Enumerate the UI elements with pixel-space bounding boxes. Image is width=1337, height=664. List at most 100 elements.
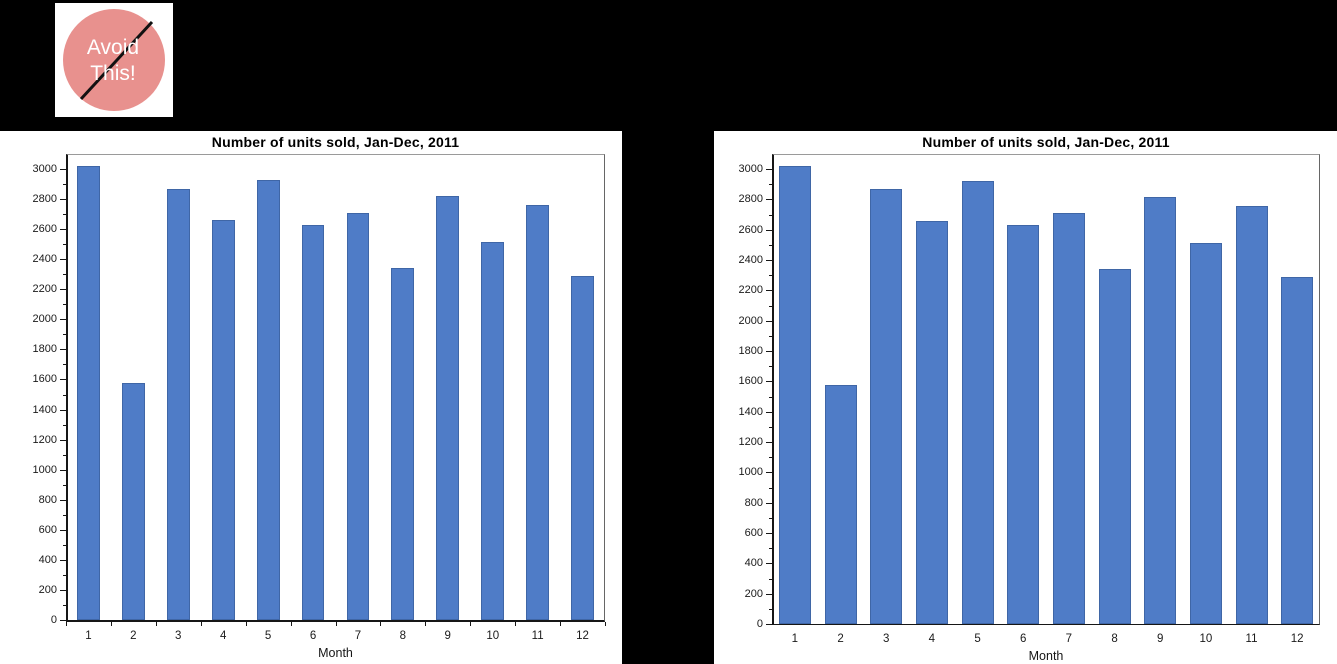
y-minor-tick [63, 334, 66, 335]
x-tick-label: 3 [882, 633, 890, 645]
y-major-tick [60, 560, 66, 561]
y-minor-tick [63, 395, 66, 396]
x-tick-label: 12 [576, 630, 589, 642]
badge-text-line1: Avoid [87, 36, 139, 59]
y-tick-label: 3000 [32, 163, 57, 175]
bar [1281, 276, 1314, 624]
bar [1052, 213, 1085, 624]
y-tick-label: 200 [744, 588, 763, 600]
y-major-tick [60, 349, 66, 350]
y-tick-label: 2800 [738, 193, 763, 205]
y-tick-label: 1600 [32, 373, 57, 385]
bar [824, 384, 857, 624]
y-major-tick [766, 412, 772, 413]
y-minor-tick [769, 275, 772, 276]
plot-area [66, 154, 605, 622]
y-minor-tick [769, 245, 772, 246]
x-tick-label: 6 [1019, 633, 1027, 645]
bar [870, 188, 903, 624]
x-tick-label: 2 [130, 630, 137, 642]
y-minor-tick [769, 609, 772, 610]
x-tick-label: 6 [309, 630, 317, 642]
y-major-tick [766, 533, 772, 534]
x-tick-label: 1 [791, 633, 799, 645]
x-tick-label: 7 [354, 630, 362, 642]
y-minor-tick [769, 184, 772, 185]
x-tick-label: 9 [444, 630, 451, 642]
y-major-tick [766, 290, 772, 291]
y-minor-tick [63, 515, 66, 516]
y-tick-label: 2600 [738, 224, 763, 236]
y-major-tick [766, 594, 772, 595]
y-minor-tick [63, 244, 66, 245]
y-tick-label: 800 [744, 497, 763, 509]
y-major-tick [766, 260, 772, 261]
x-boundary-tick [380, 622, 382, 626]
y-major-tick [766, 503, 772, 504]
y-major-tick [766, 442, 772, 443]
y-minor-tick [63, 545, 66, 546]
x-axis-title: Month [318, 646, 353, 660]
bar [915, 220, 948, 624]
y-minor-tick [63, 214, 66, 215]
y-tick-label: 2000 [32, 313, 57, 325]
x-boundary-tick [110, 622, 112, 626]
y-tick-label: 2200 [738, 284, 763, 296]
no-symbol-slash [79, 20, 154, 101]
y-tick-label: 1400 [738, 406, 763, 418]
y-minor-tick [63, 184, 66, 185]
y-major-tick [60, 530, 66, 531]
y-minor-tick [63, 605, 66, 606]
x-tick-label: 4 [928, 633, 936, 645]
y-major-tick [60, 229, 66, 230]
y-minor-tick [769, 215, 772, 216]
chart-panel-left: Number of units sold, Jan-Dec, 2011 0 200 4… [0, 131, 622, 664]
y-major-tick [60, 169, 66, 170]
x-axis-title: Month [1028, 649, 1064, 663]
y-tick-label: 2200 [32, 283, 57, 295]
y-major-tick [60, 500, 66, 501]
bar [778, 166, 811, 624]
chart-title: Number of units sold, Jan-Dec, 2011 [922, 134, 1170, 150]
y-tick-label: 1000 [738, 466, 763, 478]
y-minor-tick [769, 518, 772, 519]
badge-text-line2: This! [90, 62, 136, 85]
x-tick-label: 9 [1156, 633, 1164, 645]
x-tick-label: 7 [1065, 633, 1073, 645]
avoid-this-badge: Avoid This! [55, 3, 173, 117]
y-major-tick [60, 259, 66, 260]
x-tick-label: 10 [1199, 633, 1213, 645]
y-major-tick [60, 620, 66, 621]
y-minor-tick [769, 306, 772, 307]
x-tick-label: 3 [175, 630, 182, 642]
y-minor-tick [63, 455, 66, 456]
y-tick-label: 1200 [738, 436, 763, 448]
y-minor-tick [769, 427, 772, 428]
y-minor-tick [769, 488, 772, 489]
y-minor-tick [63, 425, 66, 426]
y-major-tick [766, 563, 772, 564]
x-tick-label: 12 [1290, 633, 1304, 645]
chart-panel-right: Number of units sold, Jan-Dec, 2011 0 200 4… [714, 131, 1337, 664]
y-major-tick [766, 624, 772, 625]
x-boundary-tick [290, 622, 292, 626]
x-boundary-tick [515, 622, 517, 626]
y-minor-tick [63, 575, 66, 576]
y-tick-label: 1800 [32, 343, 57, 355]
y-major-tick [60, 470, 66, 471]
plot-area [772, 154, 1320, 625]
y-tick-label: 600 [744, 527, 763, 539]
x-tick-label: 10 [486, 630, 500, 642]
bar [571, 275, 594, 620]
x-boundary-tick [155, 622, 157, 626]
x-boundary-tick [335, 622, 337, 626]
bar [256, 180, 280, 620]
bar [301, 224, 325, 620]
y-major-tick [766, 230, 772, 231]
x-boundary-tick [470, 622, 472, 626]
bar [121, 382, 145, 620]
y-major-tick [60, 410, 66, 411]
bar [77, 166, 100, 620]
y-major-tick [60, 199, 66, 200]
y-minor-tick [769, 579, 772, 580]
